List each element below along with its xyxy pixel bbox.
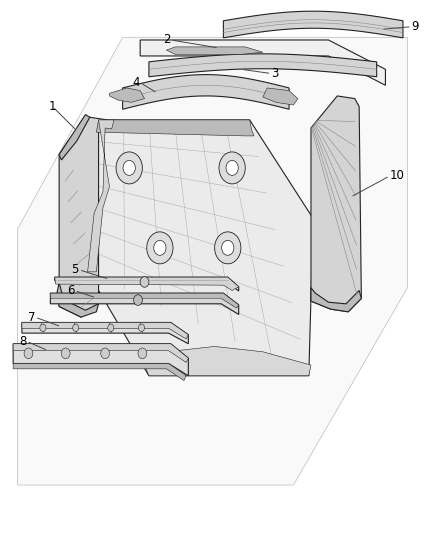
Polygon shape	[311, 288, 361, 312]
Text: 8: 8	[19, 335, 26, 348]
Circle shape	[61, 348, 70, 359]
Text: 9: 9	[412, 20, 419, 33]
Circle shape	[215, 232, 241, 264]
Circle shape	[101, 348, 110, 359]
Polygon shape	[263, 88, 298, 105]
Circle shape	[138, 324, 145, 332]
Polygon shape	[18, 37, 407, 485]
Circle shape	[140, 277, 149, 287]
Polygon shape	[13, 344, 188, 376]
Polygon shape	[311, 96, 361, 312]
Circle shape	[154, 240, 166, 255]
Circle shape	[219, 152, 245, 184]
Circle shape	[226, 160, 238, 175]
Text: 2: 2	[163, 34, 171, 46]
Polygon shape	[22, 322, 188, 339]
Polygon shape	[50, 293, 239, 308]
Circle shape	[138, 348, 147, 359]
Circle shape	[24, 348, 33, 359]
Polygon shape	[88, 120, 313, 376]
Polygon shape	[13, 344, 188, 362]
Polygon shape	[145, 346, 311, 376]
Circle shape	[123, 160, 135, 175]
Text: 3: 3	[272, 67, 279, 80]
Circle shape	[134, 295, 142, 305]
Polygon shape	[22, 322, 188, 344]
Polygon shape	[223, 11, 403, 38]
Circle shape	[40, 324, 46, 332]
Polygon shape	[149, 54, 377, 77]
Polygon shape	[55, 277, 239, 291]
Text: 4: 4	[133, 76, 140, 89]
Text: 5: 5	[71, 263, 79, 276]
Text: 7: 7	[28, 311, 35, 324]
Text: 1: 1	[49, 100, 57, 113]
Polygon shape	[140, 40, 385, 85]
Circle shape	[73, 324, 79, 332]
Circle shape	[147, 232, 173, 264]
Polygon shape	[13, 364, 186, 381]
Circle shape	[108, 324, 114, 332]
Polygon shape	[110, 88, 145, 102]
Polygon shape	[59, 115, 90, 160]
Text: 10: 10	[390, 169, 405, 182]
Polygon shape	[50, 293, 239, 314]
Polygon shape	[59, 117, 112, 317]
Polygon shape	[96, 120, 254, 136]
Circle shape	[222, 240, 234, 255]
Text: 6: 6	[67, 284, 74, 297]
Polygon shape	[55, 277, 239, 290]
Polygon shape	[123, 75, 289, 109]
Polygon shape	[57, 282, 99, 317]
Polygon shape	[166, 47, 263, 54]
Circle shape	[116, 152, 142, 184]
Polygon shape	[88, 120, 114, 272]
